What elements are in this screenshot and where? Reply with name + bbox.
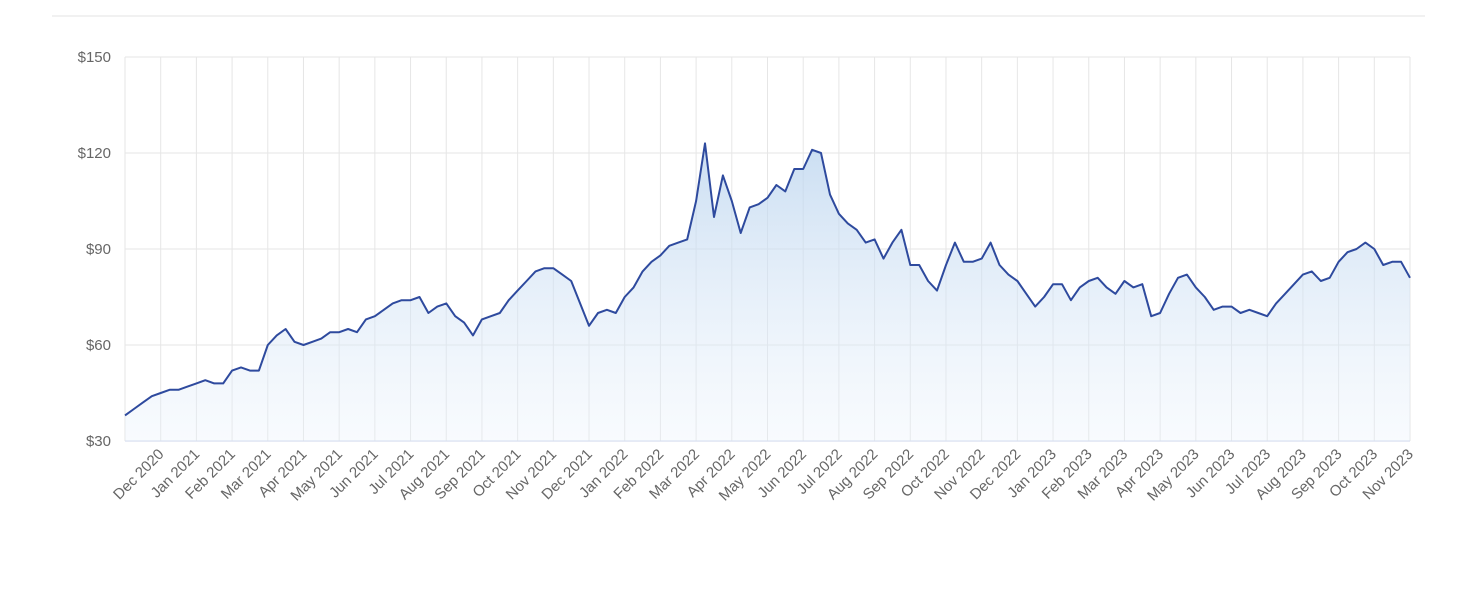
price-line bbox=[124, 142, 1411, 417]
y-tick-label: $120 bbox=[78, 145, 111, 162]
y-tick-label: $30 bbox=[86, 433, 111, 450]
y-tick-label: $150 bbox=[78, 49, 111, 66]
y-tick-label: $90 bbox=[86, 241, 111, 258]
y-tick-label: $60 bbox=[86, 337, 111, 354]
area-fill bbox=[125, 143, 1410, 441]
